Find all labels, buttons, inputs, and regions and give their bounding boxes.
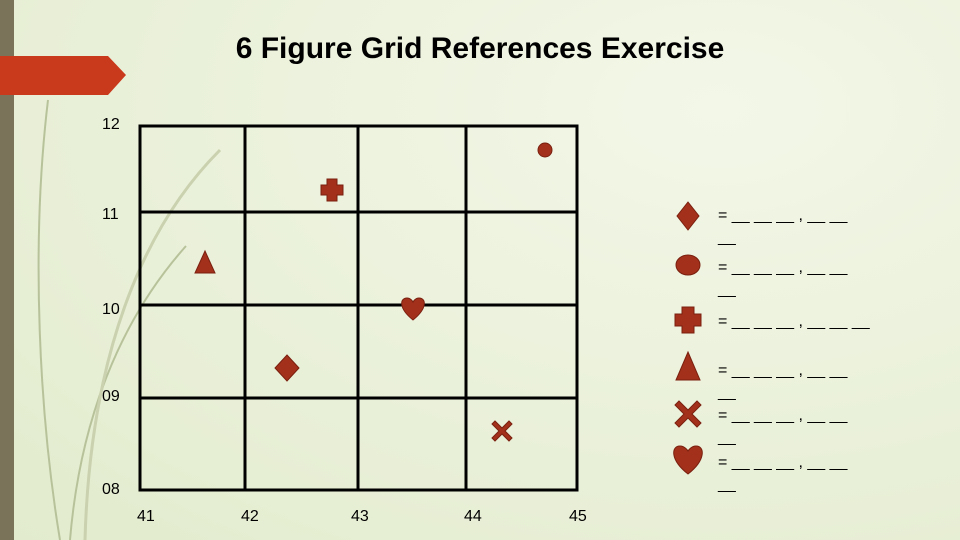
- northing-label: 12: [102, 116, 120, 133]
- legend-heart: [673, 445, 703, 475]
- x-symbol: [491, 420, 513, 442]
- title: 6 Figure Grid References Exercise: [235, 32, 725, 65]
- northing-label: 10: [102, 301, 120, 318]
- answer-line: = __ __ __ , __ __ __: [718, 362, 848, 401]
- easting-label: 43: [351, 508, 369, 525]
- grid: [138, 124, 579, 492]
- decor-curve: [83, 148, 222, 540]
- title-arrow: [0, 56, 126, 95]
- easting-label: 44: [464, 508, 482, 525]
- legend-x: [674, 400, 702, 428]
- decor-curve: [37, 99, 61, 540]
- easting-label: 41: [137, 508, 155, 525]
- answer-line: = __ __ __ , __ __ __: [718, 454, 848, 493]
- easting-label: 45: [569, 508, 587, 525]
- symbols: [194, 142, 703, 475]
- legend-cross: [674, 306, 702, 334]
- northing-label: 09: [102, 388, 120, 405]
- answer-line: = __ __ __ , __ __ __: [718, 207, 848, 246]
- northing-label: 11: [102, 206, 119, 223]
- easting-label: 42: [241, 508, 259, 525]
- heart-symbol: [401, 297, 425, 321]
- triangle-symbol: [194, 249, 216, 274]
- northing-label: 08: [102, 481, 120, 498]
- answer-line: = __ __ __ , __ __ __: [718, 259, 848, 298]
- legend-circle: [675, 254, 701, 276]
- answer-line: = __ __ __ , __ __ __: [718, 407, 848, 446]
- side-bar: [0, 0, 14, 540]
- answer-line: = __ __ __ , __ __ __: [718, 313, 870, 330]
- cross-symbol: [320, 178, 344, 202]
- decor-curve: [69, 245, 187, 540]
- diamond-symbol: [274, 354, 300, 382]
- legend-diamond: [676, 201, 700, 231]
- circle-symbol: [537, 142, 553, 158]
- legend-triangle: [675, 350, 701, 381]
